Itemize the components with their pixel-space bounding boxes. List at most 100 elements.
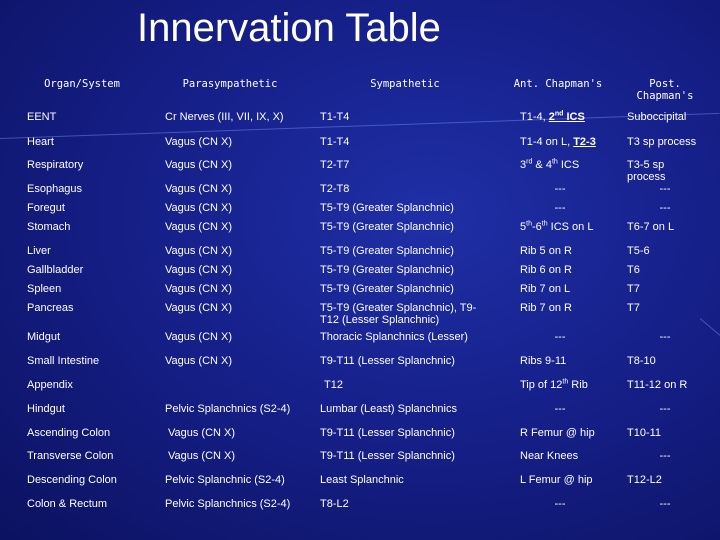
post-cell: ---	[659, 183, 671, 195]
ant-cell: Near Knees	[520, 450, 579, 462]
para-cell: Vagus (CN X)	[165, 355, 233, 367]
header-post-chapmans: Post. Chapman's	[636, 78, 694, 102]
post-cell: Suboccipital	[627, 111, 687, 123]
header-parasympathetic: Parasympathetic	[182, 78, 278, 90]
ant-number: 4	[545, 159, 552, 171]
symp-cell: T9-T11 (Lesser Splanchnic)	[320, 427, 455, 439]
symp-cell: T5-T9 (Greater Splanchnic)	[320, 245, 454, 257]
para-cell: Pelvic Splanchnics (S2-4)	[165, 403, 291, 415]
ant-text: ICS	[557, 159, 580, 171]
post-cell: ---	[659, 403, 671, 415]
ant-cell: Tip of 12th Rib	[520, 378, 588, 391]
ant-text: Rib	[568, 379, 588, 391]
para-cell: Vagus (CN X)	[165, 202, 233, 214]
ant-ics-number: 2	[548, 111, 555, 123]
ant-cell: ---	[554, 202, 566, 214]
symp-cell: Least Splanchnic	[320, 474, 404, 486]
para-cell: Vagus (CN X)	[165, 264, 233, 276]
symp-cell: T5-T9 (Greater Splanchnic)	[320, 283, 454, 295]
ant-cell: 5th-6th ICS on L	[520, 220, 602, 233]
ant-cell: ---	[554, 183, 566, 195]
ant-cell: T1-4, 2nd ICS	[520, 110, 585, 123]
page-title: Innervation Table	[137, 6, 441, 50]
post-cell: T8-10	[627, 355, 656, 367]
para-cell: Vagus (CN X)	[168, 450, 236, 462]
post-cell: T7	[627, 283, 640, 295]
ant-cell: 3rd & 4th ICS	[520, 158, 580, 171]
symp-cell: T8-L2	[320, 498, 349, 510]
symp-cell: T1-T4	[320, 136, 350, 148]
ant-text: T1-4,	[520, 111, 549, 123]
organ-cell: Heart	[27, 136, 54, 148]
post-cell: T6	[627, 264, 640, 276]
ant-text: T1-4 on L,	[520, 136, 574, 148]
organ-cell: Transverse Colon	[27, 450, 114, 462]
post-cell: ---	[659, 331, 671, 343]
organ-cell: Respiratory	[27, 159, 84, 171]
para-cell: Pelvic Splanchnic (S2-4)	[165, 474, 285, 486]
ant-text: ICS on L	[547, 221, 594, 233]
organ-cell: Small Intestine	[27, 355, 100, 367]
ant-cell: L Femur @ hip	[520, 474, 593, 486]
post-cell: ---	[659, 450, 671, 462]
ant-suffix: th	[551, 158, 558, 166]
post-cell: T11-12 on R	[627, 379, 688, 391]
para-cell: Vagus (CN X)	[165, 136, 233, 148]
para-cell: Vagus (CN X)	[165, 221, 233, 233]
ant-text: &	[532, 159, 546, 171]
symp-cell: T2-T8	[320, 183, 350, 195]
post-cell: T3-5 sp process	[627, 159, 666, 183]
ant-suffix: th	[562, 378, 569, 386]
organ-cell: Ascending Colon	[27, 427, 111, 439]
ant-ics-suffix: nd	[554, 110, 564, 118]
post-cell: T10-11	[627, 427, 662, 439]
background-deco-line	[699, 318, 720, 345]
ant-text: -	[531, 221, 536, 233]
para-cell: Vagus (CN X)	[165, 159, 233, 171]
ant-cell: ---	[554, 498, 566, 510]
para-cell: Vagus (CN X)	[165, 302, 233, 314]
ant-suffix: rd	[526, 158, 533, 166]
ant-suffix: th	[541, 220, 548, 228]
ant-cell: ---	[554, 331, 566, 343]
symp-cell: Thoracic Splanchnics (Lesser)	[320, 331, 468, 343]
ant-suffix: th	[526, 220, 532, 228]
symp-cell: T5-T9 (Greater Splanchnic), T9-T12 (Less…	[320, 302, 477, 326]
organ-cell: Liver	[27, 245, 51, 257]
header-ant-chapmans: Ant. Chapman's	[513, 78, 603, 90]
organ-cell: Pancreas	[27, 302, 74, 314]
symp-cell: T5-T9 (Greater Splanchnic)	[320, 221, 454, 233]
organ-cell: Descending Colon	[27, 474, 117, 486]
ant-ics-link: 2nd ICS	[548, 110, 585, 123]
ant-number: 6	[535, 221, 542, 233]
ant-cell: Rib 5 on R	[520, 245, 572, 257]
para-cell: Vagus (CN X)	[168, 427, 236, 439]
ant-cell: T1-4 on L, T2-3	[520, 136, 606, 148]
organ-cell: Colon & Rectum	[27, 498, 108, 510]
post-cell: ---	[659, 202, 671, 214]
post-cell: T7	[627, 302, 640, 314]
post-cell: T6-7 on L	[627, 221, 675, 233]
ant-link: T2-3	[573, 136, 596, 148]
organ-cell: Midgut	[27, 331, 61, 343]
post-cell: T3 sp process	[627, 136, 697, 148]
organ-cell: Foregut	[27, 202, 65, 214]
header-organ: Organ/System	[44, 78, 120, 90]
header-sympathetic: Sympathetic	[370, 78, 440, 90]
para-cell: Cr Nerves (III, VII, IX, X)	[165, 111, 284, 123]
symp-cell: Lumbar (Least) Splanchnics	[320, 403, 457, 415]
background-deco-line	[0, 112, 720, 139]
ant-cell: R Femur @ hip	[520, 427, 595, 439]
ant-ics-label: ICS	[563, 111, 585, 123]
para-cell: Vagus (CN X)	[165, 331, 233, 343]
para-cell: Vagus (CN X)	[165, 245, 233, 257]
symp-cell: T2-T7	[320, 159, 350, 171]
ant-number: 3	[520, 159, 527, 171]
post-cell: T12-L2	[627, 474, 662, 486]
organ-cell: EENT	[27, 111, 57, 123]
symp-cell: T9-T11 (Lesser Splanchnic)	[320, 450, 455, 462]
organ-cell: Gallbladder	[27, 264, 84, 276]
organ-cell: Hindgut	[27, 403, 65, 415]
ant-cell: Rib 7 on L	[520, 283, 571, 295]
para-cell: Vagus (CN X)	[165, 283, 233, 295]
